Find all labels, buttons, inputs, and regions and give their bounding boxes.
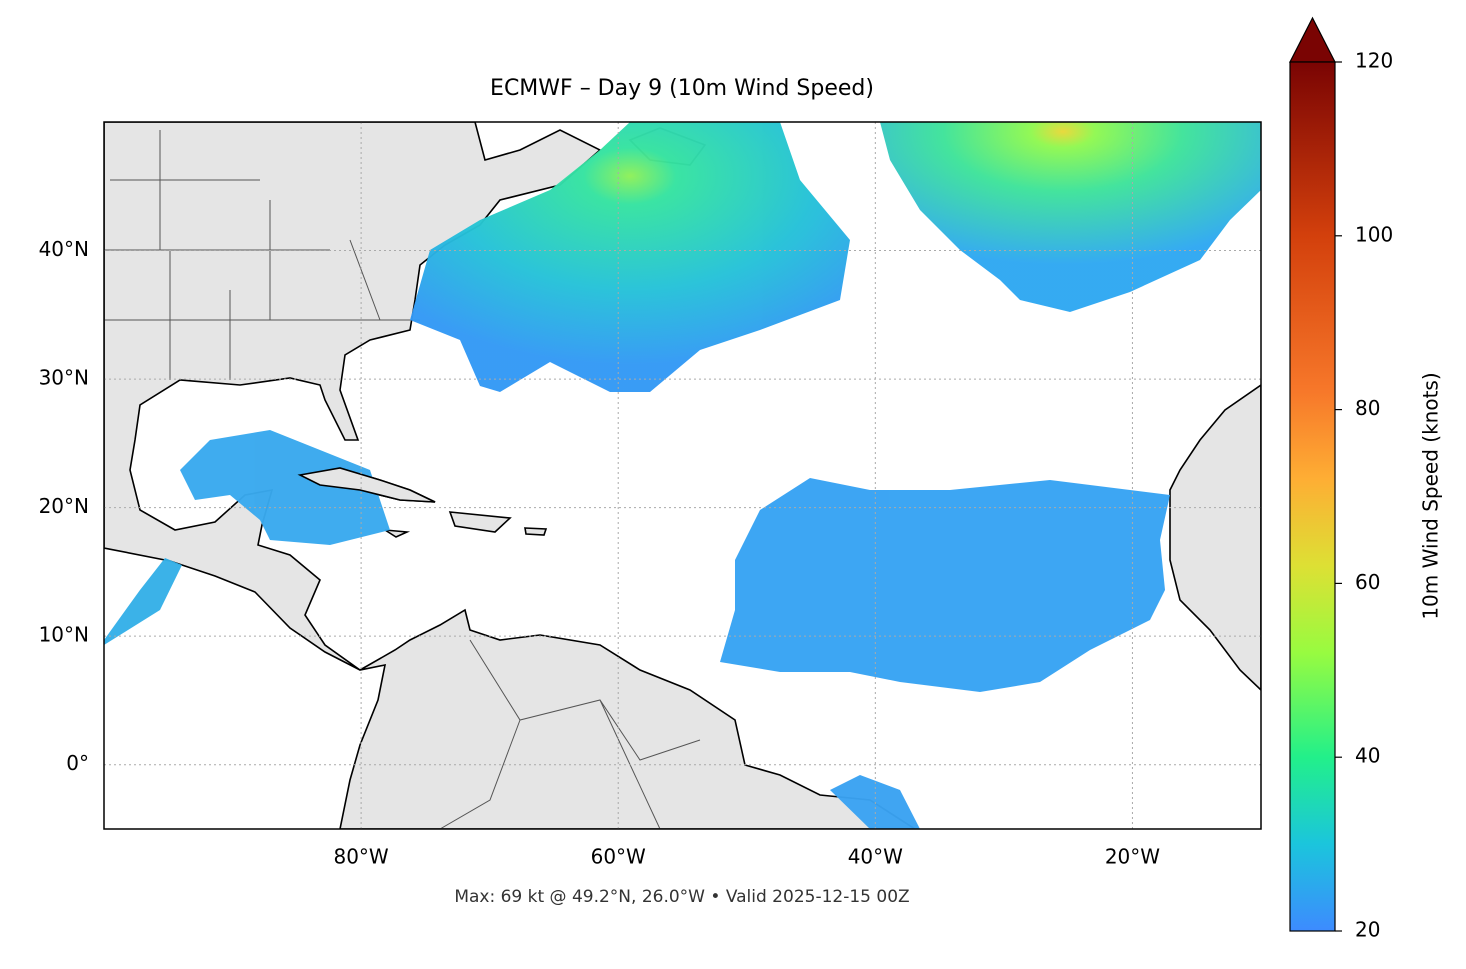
colorbar-tick-label: 100 bbox=[1355, 222, 1393, 246]
colorbar-tick-label: 20 bbox=[1355, 918, 1380, 942]
y-tick-label: 0° bbox=[66, 751, 89, 775]
wind-area-tropical bbox=[720, 478, 1170, 692]
colorbar-tick-label: 80 bbox=[1355, 396, 1380, 420]
jamaica bbox=[384, 529, 411, 538]
wind-area-northeast bbox=[880, 122, 1261, 312]
x-tick-label: 20°W bbox=[1105, 845, 1160, 869]
colorbar-tick-label: 40 bbox=[1355, 744, 1380, 768]
map-area bbox=[104, 122, 1261, 829]
y-tick-label: 40°N bbox=[39, 237, 89, 261]
wind-area-gulf bbox=[180, 430, 390, 545]
us-borders bbox=[104, 130, 420, 380]
footnote: Max: 69 kt @ 49.2°N, 26.0°W • Valid 2025… bbox=[454, 887, 909, 907]
colorbar-label: 10m Wind Speed (knots) bbox=[1419, 372, 1443, 619]
x-tick-label: 60°W bbox=[591, 845, 646, 869]
wind-field bbox=[104, 122, 1261, 829]
y-tick-label: 10°N bbox=[39, 623, 89, 647]
x-tick-label: 40°W bbox=[848, 845, 903, 869]
x-tick-label: 80°W bbox=[333, 845, 388, 869]
puerto-rico bbox=[524, 527, 548, 536]
y-tick-label: 30°N bbox=[39, 366, 89, 390]
cuba-overlay bbox=[297, 467, 436, 503]
colorbar-tick-label: 60 bbox=[1355, 570, 1380, 594]
y-tick-label: 20°N bbox=[39, 494, 89, 518]
wind-area-northwest bbox=[410, 122, 850, 392]
wind-area-pacific bbox=[104, 558, 182, 645]
map-frame bbox=[103, 121, 1262, 830]
colorbar-bar bbox=[1289, 61, 1336, 932]
colorbar: 10m Wind Speed (knots) 20 40 60 80 100 120 bbox=[1289, 16, 1443, 942]
map-title: ECMWF – Day 9 (10m Wind Speed) bbox=[490, 76, 874, 101]
americas bbox=[104, 122, 917, 829]
hispaniola bbox=[448, 511, 512, 533]
colorbar-tick-label: 120 bbox=[1355, 49, 1393, 73]
africa bbox=[1169, 384, 1261, 692]
